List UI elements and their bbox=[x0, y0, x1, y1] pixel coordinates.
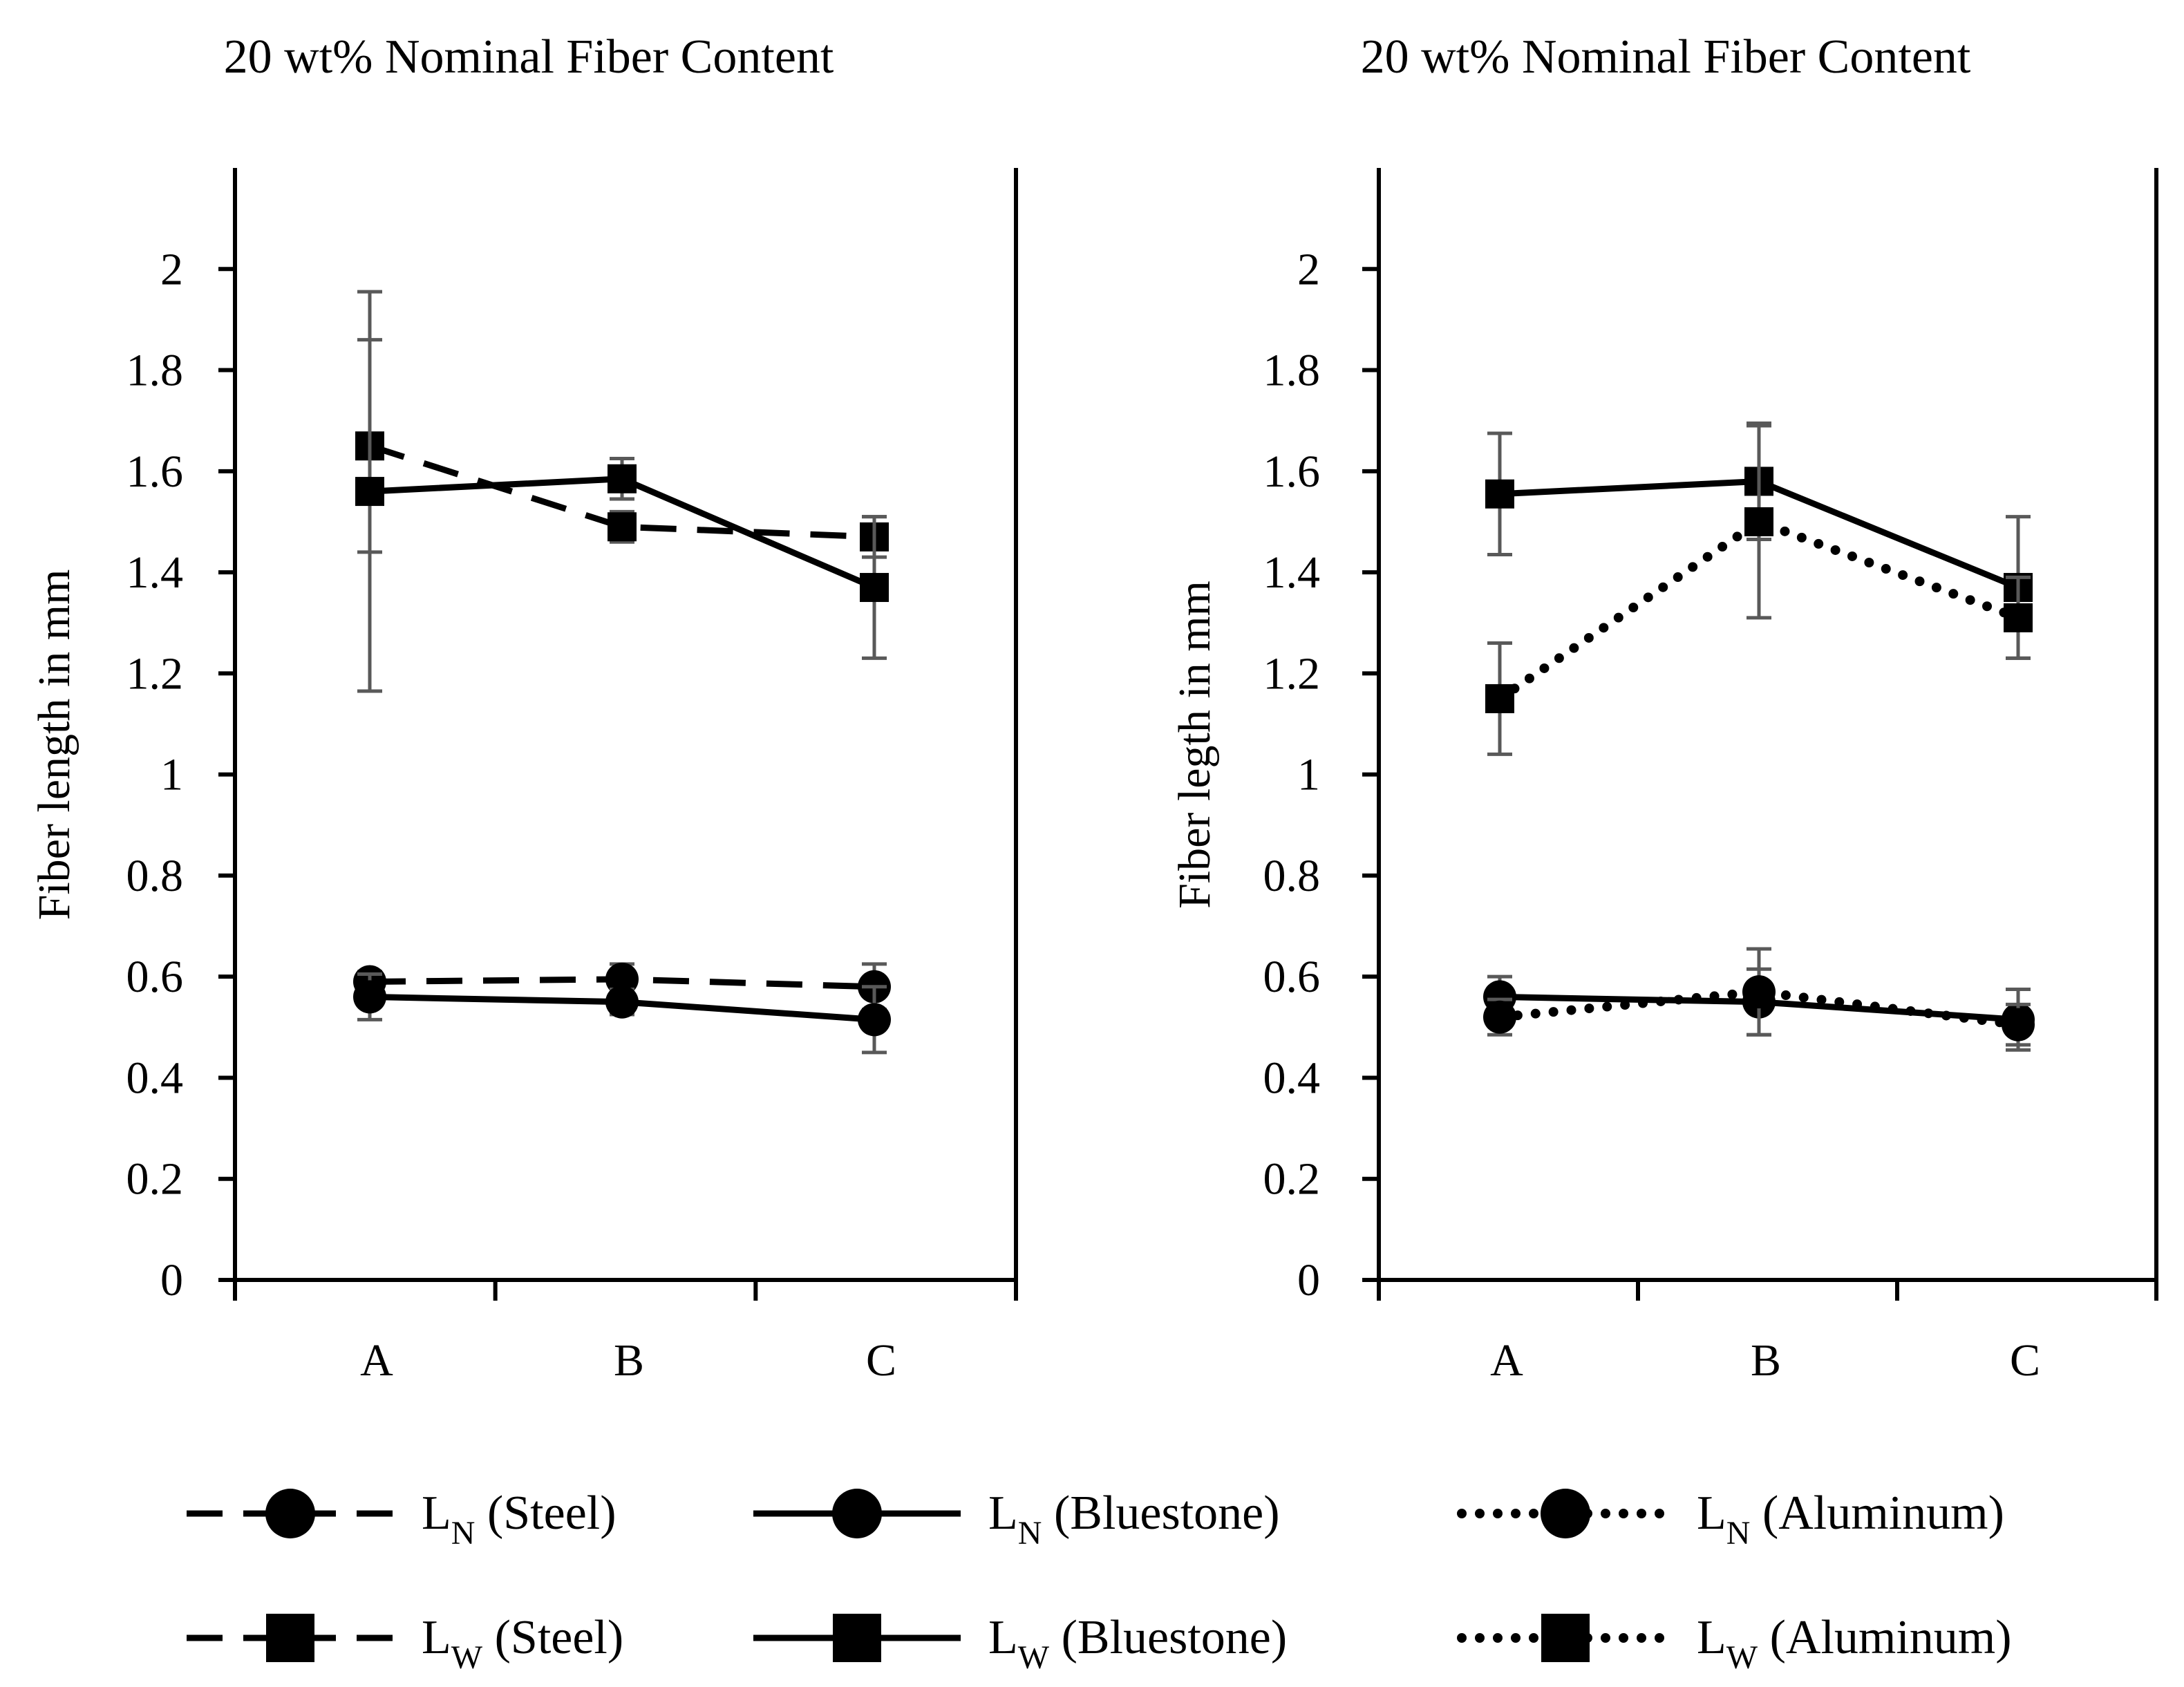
data-point-square bbox=[608, 512, 637, 542]
y-tick-label: 1.2 bbox=[1263, 648, 1321, 699]
data-point-square bbox=[1485, 479, 1514, 509]
legend-label: LW (Bluestone) bbox=[988, 1611, 1287, 1676]
x-tick-label-a: A bbox=[360, 1335, 393, 1386]
series-ln-aluminum bbox=[1483, 947, 2035, 1047]
legend-marker-square bbox=[1541, 1614, 1590, 1662]
legend-marker-square bbox=[833, 1614, 881, 1662]
y-axis-label: Fiber length in mm bbox=[29, 569, 79, 921]
y-tick-label: 0 bbox=[1297, 1255, 1320, 1306]
data-point-square bbox=[1744, 507, 1773, 536]
y-tick-label: 1.8 bbox=[1263, 346, 1321, 396]
y-tick-label: 0.4 bbox=[1263, 1053, 1321, 1103]
y-tick-label: 0.6 bbox=[126, 952, 184, 1002]
x-tick-label-b: B bbox=[1751, 1335, 1781, 1386]
data-point-circle bbox=[858, 1003, 891, 1037]
y-tick-label: 1.4 bbox=[1263, 547, 1321, 598]
chart-title: 20 wt% Nominal Fiber Content bbox=[224, 30, 834, 84]
data-point-circle bbox=[1742, 975, 1776, 1009]
legend-item-ln-steel: LN (Steel) bbox=[187, 1487, 616, 1552]
data-point-circle bbox=[605, 962, 639, 996]
data-point-circle bbox=[353, 980, 386, 1014]
y-tick-label: 0.8 bbox=[126, 851, 184, 901]
legend-marker-circle bbox=[265, 1489, 315, 1538]
y-tick-label: 0 bbox=[160, 1255, 183, 1306]
y-tick-label: 1.6 bbox=[126, 446, 184, 497]
data-point-circle bbox=[1483, 1000, 1516, 1034]
y-tick-label: 1.2 bbox=[126, 648, 184, 699]
legend-label: LN (Bluestone) bbox=[988, 1487, 1280, 1552]
series-ln-bluestone bbox=[353, 972, 891, 1055]
x-tick-label-b: B bbox=[614, 1335, 644, 1386]
x-tick-label-c: C bbox=[2010, 1335, 2040, 1386]
y-tick-label: 2 bbox=[1297, 244, 1320, 294]
series-lw-bluestone bbox=[355, 290, 889, 693]
chart-title: 20 wt% Nominal Fiber Content bbox=[1361, 30, 1971, 84]
legend: LN (Steel) LN (Bluestone) LN (Aluminum) LW … bbox=[187, 1487, 2012, 1676]
series-line bbox=[1495, 516, 2023, 704]
x-tick-label-c: C bbox=[866, 1335, 896, 1386]
series-line bbox=[368, 442, 875, 540]
data-point-square bbox=[355, 477, 384, 507]
x-tick-label-a: A bbox=[1490, 1335, 1523, 1386]
y-tick-label: 0.6 bbox=[1263, 952, 1321, 1002]
legend-marker-square bbox=[266, 1614, 314, 1662]
y-tick-label: 0.4 bbox=[126, 1053, 184, 1103]
y-tick-label: 1 bbox=[1297, 750, 1320, 800]
legend-item-ln-bluestone: LN (Bluestone) bbox=[753, 1487, 1280, 1552]
data-point-circle bbox=[2002, 1008, 2035, 1042]
data-point-square bbox=[1485, 684, 1514, 713]
series-line bbox=[1495, 987, 2023, 1030]
y-tick-label: 0.8 bbox=[1263, 851, 1321, 901]
data-point-square bbox=[2004, 603, 2033, 632]
legend-item-lw-aluminum: LW (Aluminum) bbox=[1457, 1611, 2012, 1676]
y-tick-label: 1.4 bbox=[126, 547, 184, 598]
legend-item-ln-aluminum: LN (Aluminum) bbox=[1457, 1487, 2004, 1552]
data-point-square bbox=[860, 573, 889, 603]
y-tick-label: 2 bbox=[160, 244, 183, 294]
y-tick-label: 1.6 bbox=[1263, 446, 1321, 497]
legend-marker-circle bbox=[1541, 1489, 1590, 1538]
y-tick-label: 0.2 bbox=[1263, 1154, 1321, 1205]
series-lw-aluminum bbox=[1485, 424, 2033, 756]
y-tick-label: 0.2 bbox=[126, 1154, 184, 1205]
legend-label: LN (Aluminum) bbox=[1697, 1487, 2004, 1552]
legend-item-lw-bluestone: LW (Bluestone) bbox=[753, 1611, 1287, 1676]
y-axis-label: Fiber legth in mm bbox=[1169, 581, 1220, 909]
right-chart-panel: 20 wt% Nominal Fiber Content Fiber legth … bbox=[1169, 30, 2158, 1386]
legend-item-lw-steel: LW (Steel) bbox=[187, 1611, 623, 1676]
left-chart-panel: 20 wt% Nominal Fiber Content Fiber length… bbox=[29, 30, 1018, 1386]
legend-label: LW (Steel) bbox=[422, 1611, 623, 1676]
y-tick-label: 1.8 bbox=[126, 346, 184, 396]
series-lw-steel bbox=[355, 338, 889, 559]
legend-label: LN (Steel) bbox=[422, 1487, 616, 1552]
legend-label: LW (Aluminum) bbox=[1697, 1611, 2012, 1676]
legend-marker-circle bbox=[832, 1489, 882, 1538]
data-point-circle bbox=[605, 985, 639, 1019]
y-tick-label: 1 bbox=[160, 750, 183, 800]
data-point-square bbox=[608, 464, 637, 493]
